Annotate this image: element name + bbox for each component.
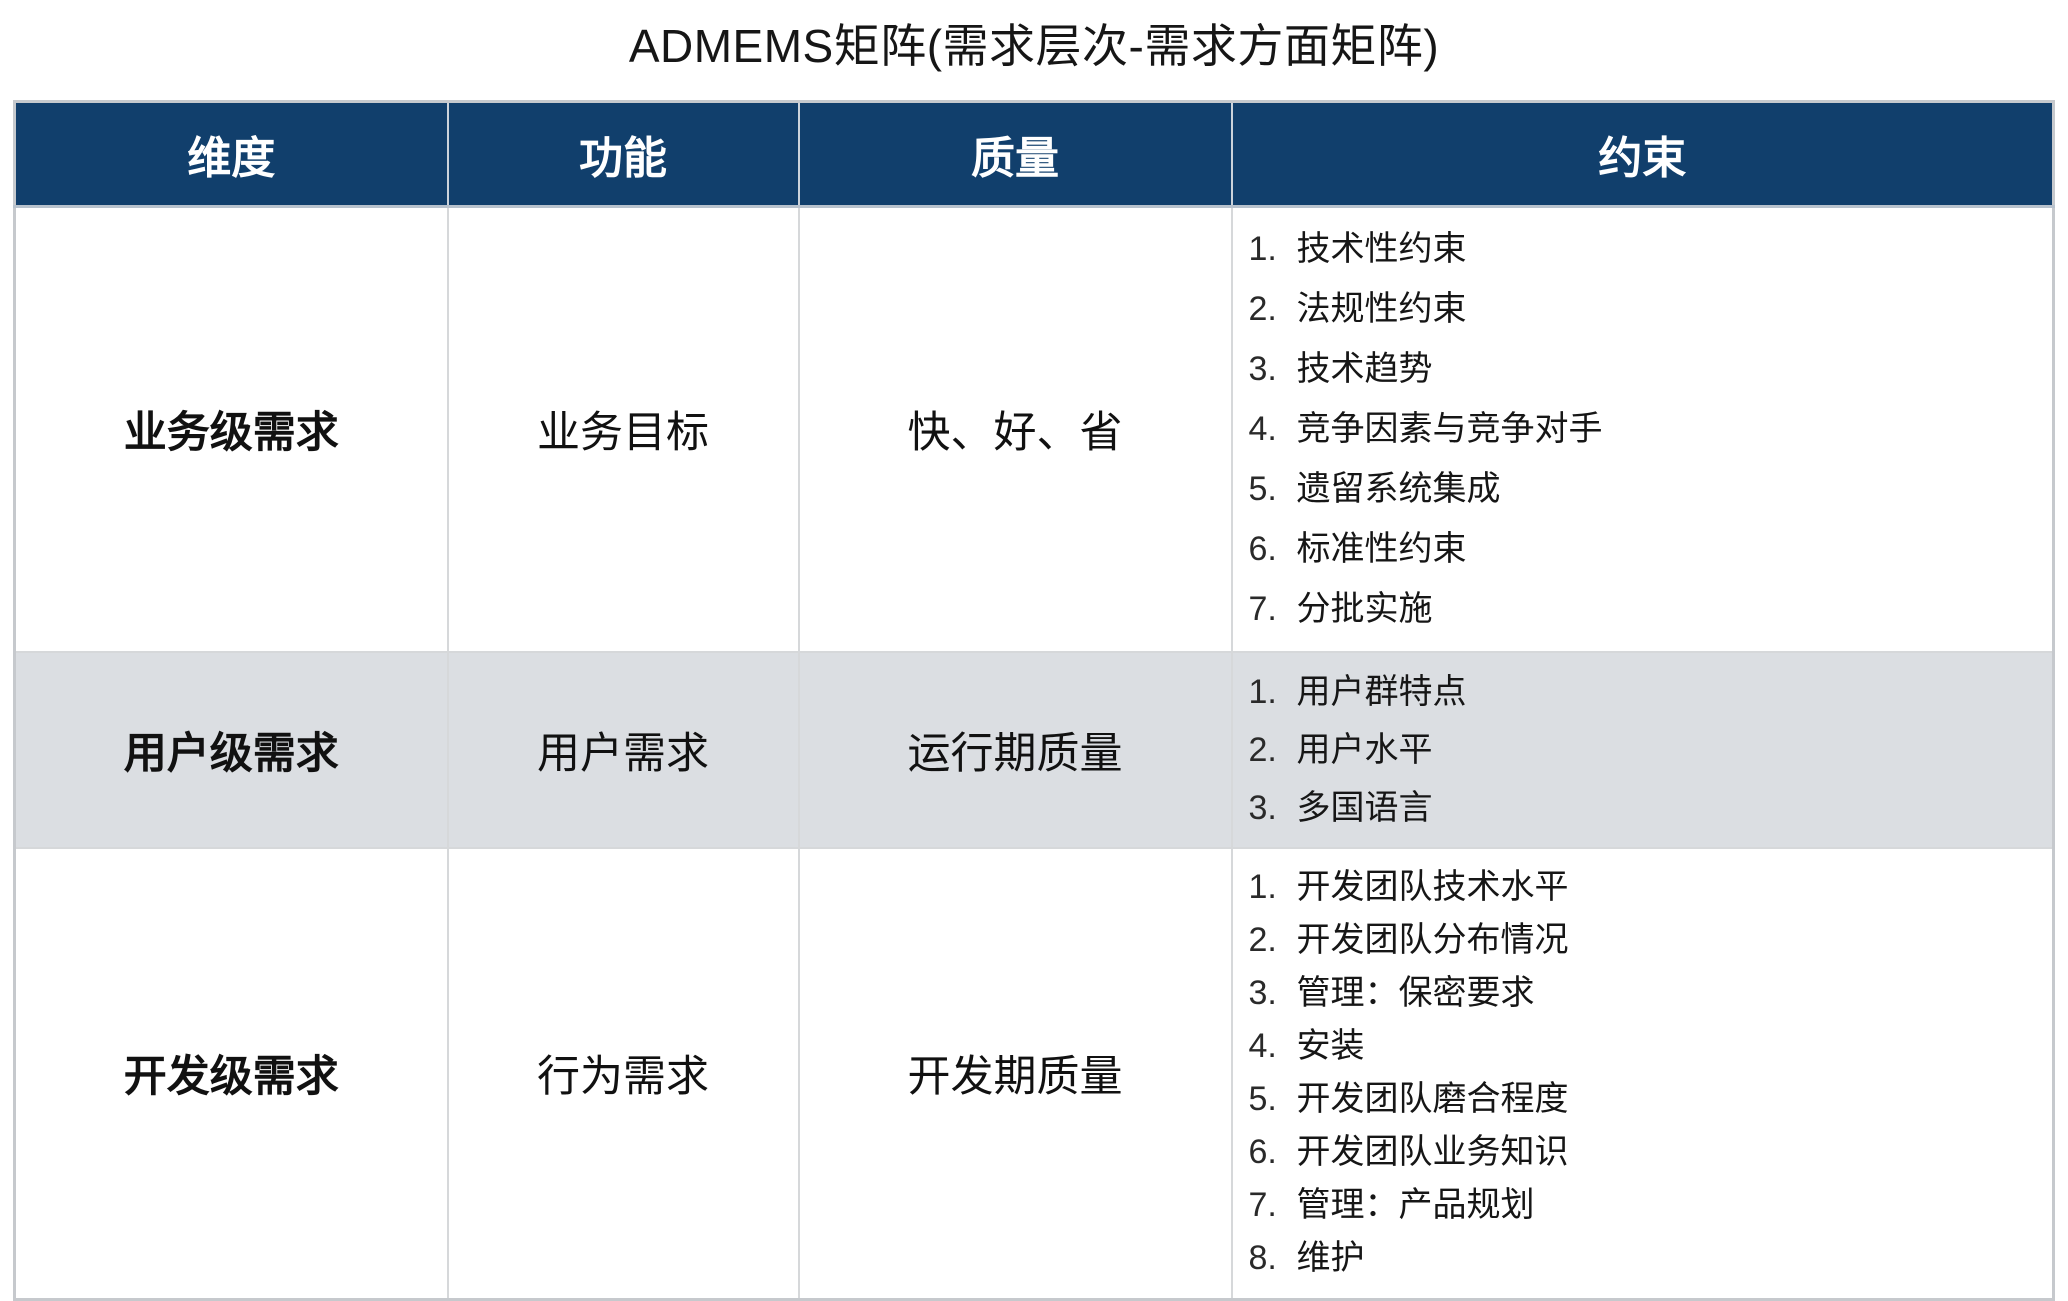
- constraint-item: 3. 技术趋势: [1249, 339, 2043, 399]
- constraint-number: 2.: [1248, 290, 1277, 329]
- constraints-cell: 1. 技术性约束 2. 法规性约束 3. 技术趋势 4. 竞争因素与竞争对手 5. 遗留系统集成 6…: [1230, 205, 2055, 653]
- constraint-number: 7.: [1248, 590, 1277, 629]
- dimension-cell: 开发级需求: [13, 846, 449, 1301]
- constraint-number: 1.: [1248, 672, 1277, 711]
- constraint-text: 管理：产品规划: [1296, 1186, 1535, 1225]
- constraint-text: 用户群特点: [1296, 672, 1467, 711]
- constraint-item: 8. 维护: [1249, 1232, 2043, 1285]
- constraint-text: 开发团队业务知识: [1296, 1133, 1569, 1172]
- constraint-text: 多国语言: [1296, 788, 1433, 827]
- constraint-number: 1.: [1248, 230, 1277, 269]
- constraint-item: 7. 分批实施: [1249, 579, 2043, 639]
- table-row: 开发级需求 行为需求 开发期质量 1. 开发团队技术水平 2. 开发团队分布情况 3. 管理：保…: [13, 846, 2055, 1301]
- constraint-number: 7.: [1248, 1186, 1277, 1225]
- constraint-number: 2.: [1248, 730, 1277, 769]
- constraint-number: 6.: [1248, 1133, 1277, 1172]
- constraint-item: 5. 开发团队磨合程度: [1249, 1073, 2043, 1126]
- header-cell-dimension: 维度: [14, 101, 448, 208]
- constraint-item: 3. 多国语言: [1249, 779, 2043, 837]
- constraint-text: 标准性约束: [1296, 530, 1467, 569]
- constraint-number: 6.: [1248, 530, 1277, 569]
- constraint-item: 1. 用户群特点: [1249, 663, 2043, 721]
- constraint-item: 2. 用户水平: [1249, 721, 2043, 779]
- constraint-text: 分批实施: [1296, 590, 1433, 629]
- function-cell: 用户需求: [446, 650, 800, 849]
- constraint-number: 4.: [1248, 1027, 1277, 1066]
- quality-cell: 开发期质量: [797, 846, 1233, 1301]
- constraint-item: 5. 遗留系统集成: [1249, 459, 2043, 519]
- constraint-text: 开发团队技术水平: [1296, 868, 1569, 907]
- constraint-item: 1. 技术性约束: [1249, 219, 2043, 279]
- table-row: 用户级需求 用户需求 运行期质量 1. 用户群特点 2. 用户水平 3. 多国语言: [13, 650, 2055, 849]
- constraint-number: 8.: [1248, 1239, 1277, 1278]
- dimension-cell: 业务级需求: [13, 205, 449, 653]
- constraint-number: 3.: [1248, 974, 1277, 1013]
- constraint-text: 开发团队磨合程度: [1296, 1080, 1569, 1119]
- constraint-number: 5.: [1248, 1080, 1277, 1119]
- constraint-text: 竞争因素与竞争对手: [1296, 410, 1603, 449]
- constraints-cell: 1. 用户群特点 2. 用户水平 3. 多国语言: [1230, 650, 2055, 849]
- header-cell-quality: 质量: [797, 101, 1232, 208]
- constraint-item: 4. 安装: [1249, 1020, 2043, 1073]
- constraint-number: 1.: [1248, 868, 1277, 907]
- constraint-number: 4.: [1248, 410, 1277, 449]
- constraint-item: 3. 管理：保密要求: [1249, 967, 2043, 1020]
- quality-cell: 运行期质量: [797, 650, 1233, 849]
- constraint-item: 4. 竞争因素与竞争对手: [1249, 399, 2043, 459]
- constraint-item: 7. 管理：产品规划: [1249, 1179, 2043, 1232]
- requirements-table: 维度 功能 质量 约束 业务级需求 业务目标 快、好、省 1. 技术性约束 2. 法规性约束…: [13, 100, 2055, 1301]
- dimension-cell: 用户级需求: [13, 650, 449, 849]
- constraint-text: 技术性约束: [1296, 230, 1467, 269]
- constraint-text: 用户水平: [1296, 730, 1433, 769]
- constraints-cell: 1. 开发团队技术水平 2. 开发团队分布情况 3. 管理：保密要求 4. 安装 5. 开发团队磨…: [1230, 846, 2055, 1301]
- constraint-item: 1. 开发团队技术水平: [1249, 861, 2043, 914]
- constraint-text: 法规性约束: [1296, 290, 1467, 329]
- constraint-number: 2.: [1248, 921, 1277, 960]
- constraint-item: 6. 开发团队业务知识: [1249, 1126, 2043, 1179]
- constraint-text: 开发团队分布情况: [1296, 921, 1569, 960]
- constraint-number: 5.: [1248, 470, 1277, 509]
- constraint-text: 技术趋势: [1296, 350, 1433, 389]
- constraint-number: 3.: [1248, 350, 1277, 389]
- constraint-text: 安装: [1296, 1027, 1365, 1066]
- header-cell-constraints: 约束: [1230, 101, 2054, 208]
- quality-cell: 快、好、省: [797, 205, 1233, 653]
- table-body: 业务级需求 业务目标 快、好、省 1. 技术性约束 2. 法规性约束 3. 技术趋势 4. 竞争因素…: [13, 205, 2055, 1301]
- requirements-matrix: 维度 功能 质量 约束 业务级需求 业务目标 快、好、省 1. 技术性约束 2. 法规性约束…: [13, 100, 2055, 1301]
- constraint-text: 维护: [1296, 1239, 1365, 1278]
- constraint-item: 6. 标准性约束: [1249, 519, 2043, 579]
- constraint-item: 2. 开发团队分布情况: [1249, 914, 2043, 967]
- function-cell: 业务目标: [446, 205, 800, 653]
- header-cell-function: 功能: [446, 101, 799, 208]
- constraint-text: 遗留系统集成: [1296, 470, 1501, 509]
- page-title: ADMEMS矩阵(需求层次-需求方面矩阵): [628, 20, 1440, 72]
- function-cell: 行为需求: [446, 846, 800, 1301]
- constraint-number: 3.: [1248, 788, 1277, 827]
- constraint-text: 管理：保密要求: [1296, 974, 1535, 1013]
- header-row: 维度 功能 质量 约束: [14, 101, 2054, 208]
- constraint-item: 2. 法规性约束: [1249, 279, 2043, 339]
- table-row: 业务级需求 业务目标 快、好、省 1. 技术性约束 2. 法规性约束 3. 技术趋势 4. 竞争因素…: [13, 205, 2055, 653]
